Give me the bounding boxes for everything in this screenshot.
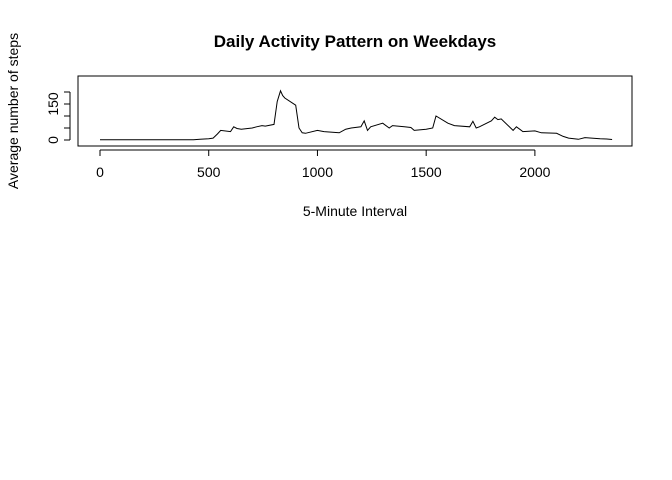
y-tick-label: 0 xyxy=(45,136,61,144)
x-tick-label: 1000 xyxy=(302,164,333,180)
y-axis-label: Average number of steps xyxy=(5,33,21,189)
y-tick-label: 150 xyxy=(45,92,61,116)
y-axis: 0 150 xyxy=(45,91,71,144)
chart-title: Daily Activity Pattern on Weekdays xyxy=(214,32,497,51)
plot-frame xyxy=(77,75,633,147)
x-axis: 0 500 1000 1500 2000 xyxy=(96,149,551,180)
x-tick-label: 500 xyxy=(197,164,221,180)
x-tick-label: 1500 xyxy=(411,164,442,180)
x-axis-label: 5-Minute Interval xyxy=(303,203,407,219)
series-line xyxy=(100,89,613,141)
x-tick-label: 2000 xyxy=(519,164,550,180)
x-tick-label: 0 xyxy=(96,164,104,180)
